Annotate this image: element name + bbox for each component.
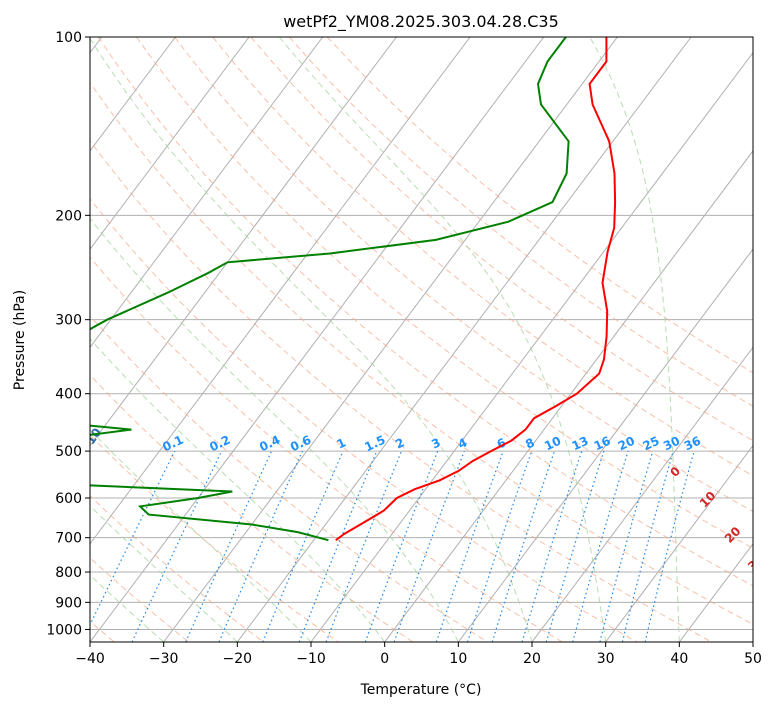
dry-adiabat bbox=[90, 557, 190, 642]
isotherm-line bbox=[90, 37, 324, 349]
isotherm-line bbox=[531, 346, 753, 642]
dry-adiabat bbox=[135, 37, 753, 549]
dry-adiabat bbox=[90, 256, 563, 642]
mixing-ratio-label: 16 bbox=[592, 434, 613, 454]
dry-adiabat bbox=[90, 198, 638, 642]
mixing-ratio-line bbox=[466, 450, 533, 642]
moist-adiabat bbox=[90, 217, 459, 642]
moist-adiabat bbox=[589, 37, 680, 642]
plot-frame bbox=[89, 36, 754, 643]
moist-adiabat bbox=[278, 37, 607, 642]
mixing-ratio-label: 10 bbox=[542, 434, 563, 454]
x-tick-label: −30 bbox=[149, 651, 179, 667]
x-tick-label: 20 bbox=[523, 651, 541, 667]
mixing-ratio-label: 25 bbox=[641, 434, 662, 454]
y-tick-label: 900 bbox=[55, 595, 82, 611]
reference-lines bbox=[90, 37, 753, 642]
mixing-ratio-label: 13 bbox=[570, 434, 591, 454]
dry-adiabat bbox=[326, 37, 753, 374]
x-tick-label: 30 bbox=[597, 651, 615, 667]
x-tick-label: 10 bbox=[449, 651, 467, 667]
x-tick-label: −20 bbox=[223, 651, 253, 667]
x-tick-label: −40 bbox=[75, 651, 105, 667]
dry-adiabat bbox=[90, 374, 414, 642]
moist-adiabat bbox=[90, 428, 312, 642]
dry-adiabat bbox=[90, 314, 488, 642]
mixing-ratio-line bbox=[325, 450, 403, 642]
y-tick-label: 300 bbox=[55, 313, 82, 329]
isotherm-line bbox=[90, 37, 545, 642]
chart-title: wetPf2_YM08.2025.303.04.28.C35 bbox=[283, 12, 559, 32]
dry-adiabat bbox=[90, 140, 712, 642]
profile-lines bbox=[90, 37, 617, 542]
y-tick-label: 100 bbox=[55, 30, 82, 46]
y-tick-label: 1000 bbox=[46, 622, 82, 638]
x-tick-label: 50 bbox=[744, 651, 762, 667]
isotherm-line bbox=[457, 248, 753, 642]
moist-adiabat bbox=[90, 338, 386, 642]
mixing-ratio-line bbox=[90, 450, 176, 627]
x-tick-label: 40 bbox=[670, 651, 688, 667]
mixing-ratio-line bbox=[521, 450, 583, 642]
mixing-ratio-label: 36 bbox=[682, 434, 703, 454]
dewpoint-profile bbox=[90, 37, 570, 542]
mixing-ratio-line bbox=[572, 450, 629, 642]
isotherm-line bbox=[163, 37, 618, 642]
mixing-ratio-line bbox=[491, 450, 555, 642]
y-tick-label: 800 bbox=[55, 565, 82, 581]
moist-adiabat-label: 30 bbox=[745, 552, 767, 574]
x-axis-label: Temperature (°C) bbox=[360, 682, 482, 698]
axes: −40 −30 −20 −10 0 10 20 30 40 50 100 200 300 400 500 60… bbox=[46, 30, 762, 667]
mixing-ratio-label: 20 bbox=[616, 434, 637, 454]
isotherm-line bbox=[90, 37, 176, 152]
isotherm-line bbox=[236, 37, 692, 642]
mixing-ratio-line bbox=[364, 450, 439, 642]
isotherm-line bbox=[90, 37, 397, 447]
temperature-profile bbox=[335, 37, 617, 542]
isotherm-line bbox=[384, 150, 753, 642]
y-axis-label: Pressure (hPa) bbox=[12, 290, 28, 390]
dry-adiabat bbox=[174, 37, 753, 513]
dry-adiabat bbox=[90, 495, 264, 642]
y-tick-label: 200 bbox=[55, 208, 82, 224]
y-tick-label: 400 bbox=[55, 387, 82, 403]
isotherm-line bbox=[90, 37, 471, 545]
y-tick-label: 500 bbox=[55, 444, 82, 460]
mixing-ratio-line bbox=[545, 450, 605, 642]
mixing-ratio-label: 30 bbox=[661, 434, 682, 454]
x-tick-label: 0 bbox=[380, 651, 389, 667]
mixing-ratio-line bbox=[131, 450, 223, 642]
moist-adiabat bbox=[90, 37, 533, 642]
isotherm-line bbox=[310, 51, 753, 642]
isotherm-line bbox=[605, 444, 753, 642]
x-tick-label: −10 bbox=[296, 651, 326, 667]
y-tick-label: 700 bbox=[55, 531, 82, 547]
dry-adiabat bbox=[97, 37, 753, 587]
y-tick-label: 600 bbox=[55, 491, 82, 507]
